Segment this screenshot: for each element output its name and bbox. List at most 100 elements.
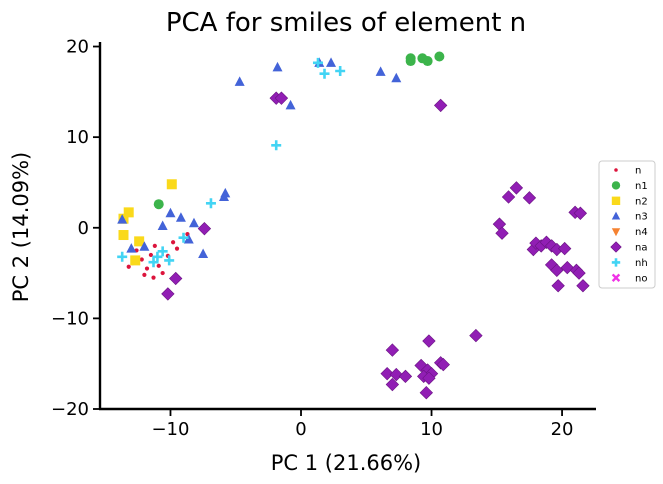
data-point [178, 232, 189, 243]
data-point [152, 243, 157, 248]
data-point [433, 98, 448, 113]
legend-marker-n3 [611, 211, 621, 220]
y-tick-label: 0 [78, 218, 89, 239]
data-point [389, 367, 403, 382]
data-point [335, 65, 346, 76]
data-point [126, 264, 131, 269]
legend-marker-no [611, 273, 621, 283]
data-point [434, 51, 445, 62]
y-tick-label: −10 [51, 308, 89, 329]
data-point [139, 257, 144, 262]
data-point [551, 279, 565, 293]
chart-title: PCA for smiles of element n [166, 8, 526, 38]
data-point [144, 266, 150, 271]
legend-label: nh [635, 258, 648, 269]
legend-marker-na [610, 241, 622, 253]
data-point [319, 68, 330, 79]
data-point [130, 255, 141, 266]
legend-label: no [635, 273, 647, 284]
data-point [148, 257, 159, 268]
legend-item-n4: n4 [611, 227, 648, 238]
series-nh [117, 57, 346, 268]
legend-marker-n4 [611, 228, 621, 237]
data-point [398, 369, 413, 384]
data-point [391, 72, 402, 83]
data-point [164, 255, 175, 266]
data-point [422, 334, 436, 348]
data-point [165, 207, 176, 218]
legend-label: n2 [635, 196, 648, 207]
data-point [285, 99, 296, 110]
legend-item-n1: n1 [611, 181, 648, 192]
data-point [151, 275, 156, 280]
data-point [219, 191, 229, 201]
data-point [142, 272, 147, 277]
legend-marker-nh [611, 258, 621, 267]
legend-item-n: n [614, 166, 641, 177]
y-tick-label: 10 [66, 127, 89, 148]
data-point [139, 241, 150, 251]
legend-label: n4 [635, 227, 648, 238]
data-point [501, 190, 516, 204]
data-point [170, 240, 176, 245]
data-point [198, 248, 209, 259]
legend-label: na [635, 243, 647, 254]
axes-spines [98, 42, 596, 411]
data-point [375, 66, 386, 76]
series-n [126, 232, 190, 280]
data-point [557, 241, 572, 256]
data-point [385, 377, 400, 392]
data-point [183, 234, 194, 244]
data-point [157, 220, 168, 230]
legend-item-n2: n2 [611, 196, 648, 207]
x-axis-label: PC 1 (21.66%) [271, 451, 422, 475]
data-point [522, 191, 537, 205]
data-point [188, 217, 199, 228]
legend-item-na: na [610, 241, 647, 254]
x-axis-ticks: −10 0 10 20 [151, 409, 574, 440]
data-point [326, 57, 337, 67]
data-point [436, 357, 450, 372]
legend-marker-n1 [611, 181, 621, 190]
data-point [156, 263, 161, 268]
x-tick-label: 20 [551, 419, 574, 440]
data-point [123, 207, 134, 218]
legend-label: n3 [635, 212, 648, 223]
data-point [405, 53, 416, 64]
x-tick-label: −10 [151, 419, 189, 440]
data-point [573, 206, 588, 220]
data-point [572, 266, 586, 280]
y-tick-label: 20 [66, 37, 89, 58]
x-tick-label: 10 [420, 419, 443, 440]
data-point [550, 263, 564, 278]
data-point [126, 243, 137, 253]
y-tick-label: −20 [51, 399, 89, 420]
data-point [174, 246, 180, 251]
legend-item-n3: n3 [611, 211, 648, 223]
data-point [274, 91, 289, 105]
data-point [166, 179, 177, 190]
data-point [152, 251, 163, 262]
data-point [153, 199, 164, 210]
data-point [161, 287, 175, 301]
data-point [134, 236, 145, 247]
series-n3 [117, 57, 402, 259]
series-n1 [153, 51, 445, 210]
legend-item-nh: nh [611, 258, 648, 269]
legend-item-no: no [611, 273, 647, 284]
data-point [148, 252, 154, 258]
data-point [576, 279, 590, 293]
data-point [118, 230, 129, 241]
data-point [312, 57, 323, 68]
legend-frame [598, 160, 656, 289]
data-point [419, 386, 433, 400]
data-point [157, 246, 168, 257]
legend-label: n1 [635, 181, 648, 192]
y-axis-label: PC 2 (14.09%) [9, 152, 33, 303]
data-point [197, 221, 212, 236]
data-point [385, 343, 400, 357]
data-point [160, 270, 165, 276]
y-axis-ticks: −20 −10 0 10 20 [51, 37, 100, 420]
legend: n n1 n2 n3 n4 na nh no [598, 160, 656, 289]
